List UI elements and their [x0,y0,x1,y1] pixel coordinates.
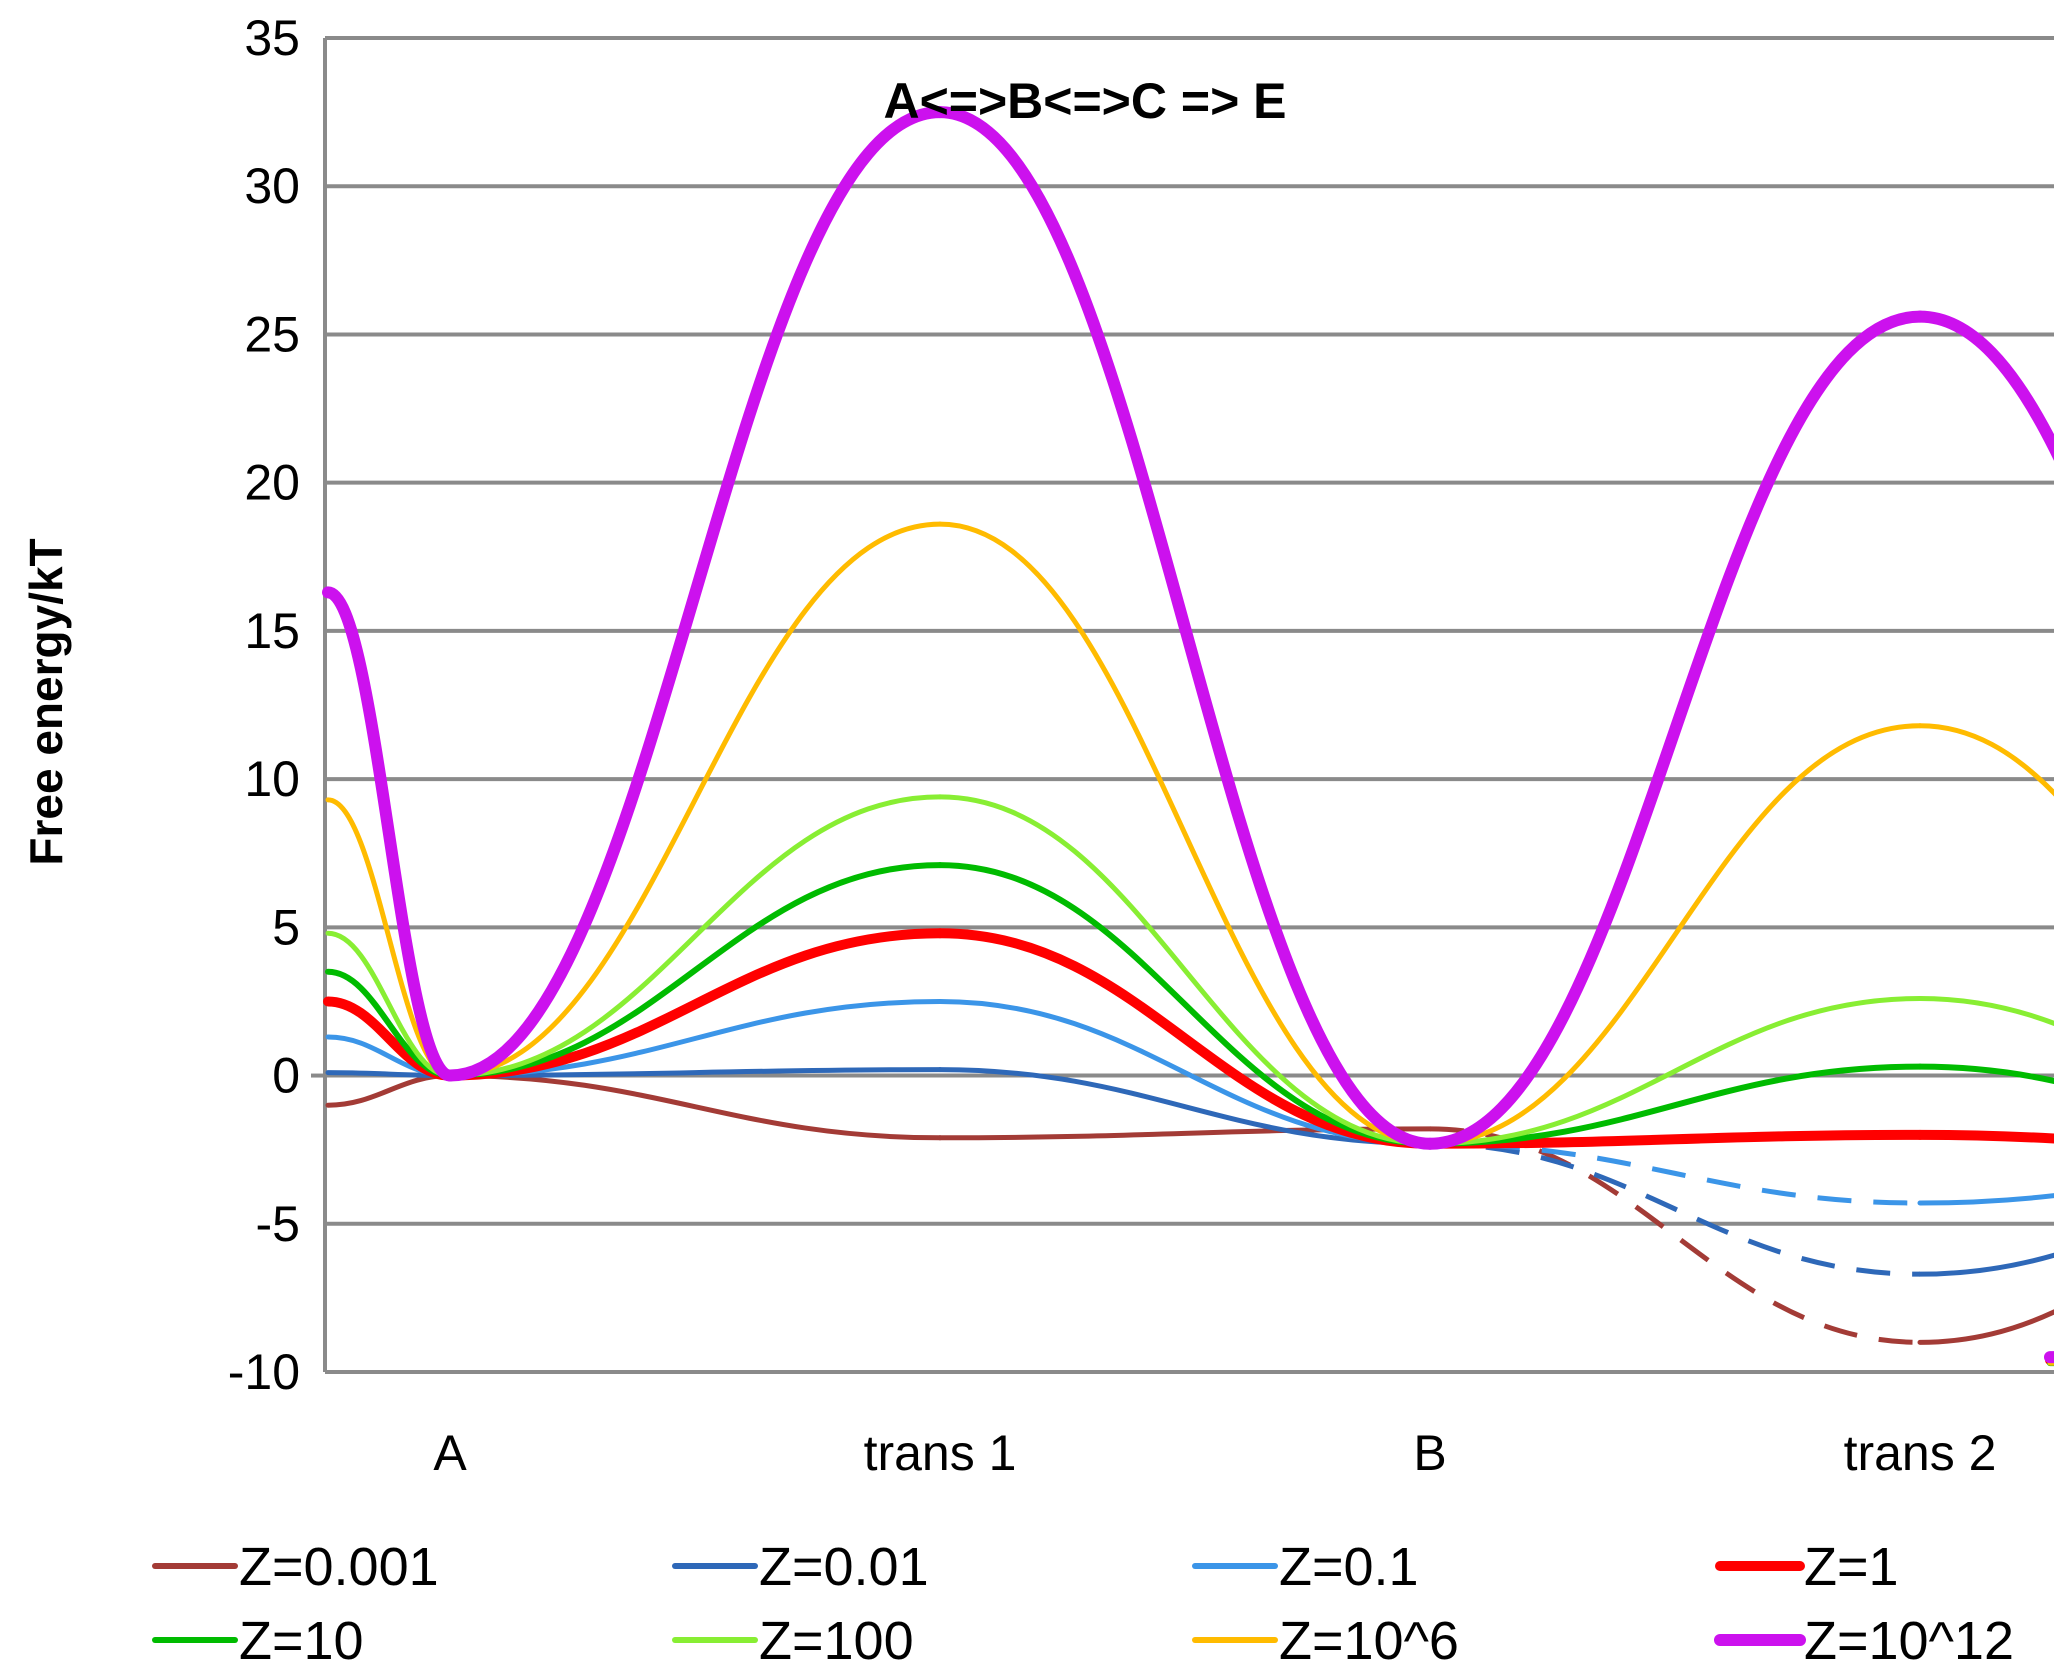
legend-label: Z=0.001 [239,1537,439,1597]
line-segment [1424,310,1926,1150]
line-segment [444,106,946,1082]
line-segment [937,1067,1433,1147]
line-segment [447,862,943,1079]
y-axis-label: Free energy/kT [20,538,72,865]
line-segment [1429,1141,1921,1277]
x-tick-label: B [1413,1425,1446,1481]
legend-item: Z=0.01 [672,1537,929,1597]
line-segment [1917,1252,2054,1277]
series-Z=1 [323,928,2054,1366]
line-segment [1427,1063,1923,1147]
gridlines [325,36,2054,1374]
line-segment [447,521,943,1079]
y-tick-label: 10 [244,751,300,807]
line-segment [1427,723,1923,1147]
line-segment [1917,995,2054,1027]
line-segment [1917,1193,2054,1206]
series-Z=0.001 [325,1073,2054,1360]
line-segment [1427,995,1923,1147]
series-Z=10^6 [325,521,2054,1366]
line-segment [934,106,1436,1150]
legend-item: Z=0.001 [152,1537,439,1597]
y-tick-label: 30 [244,158,300,214]
line-segment [1917,723,2054,797]
y-tick-label: -5 [256,1196,300,1252]
legend-label: Z=10^6 [1279,1611,1459,1671]
y-tick-label: 5 [272,899,300,955]
legend-item: Z=10^6 [1192,1611,1459,1671]
legend-label: Z=10 [239,1611,364,1671]
chart-title: A<=>B<=>C => E [883,73,1286,129]
y-tick-label: 35 [244,10,300,66]
x-tick-label: A [433,1425,467,1481]
legend-item: Z=10 [152,1611,364,1671]
legend-item: Z=1 [1715,1537,1899,1597]
line-segment [325,930,453,1079]
line-segment [937,521,1433,1147]
line-segment [1915,1129,2054,1144]
series-Z=0.01 [325,1067,2054,1363]
line-segment [937,794,1433,1147]
y-tick-label: 25 [244,306,300,362]
legend-label: Z=0.1 [1279,1537,1419,1597]
legend: Z=0.001 Z=0.01 Z=0.1 Z=1 Z=10 Z=100 Z=10^6 Z=10… [152,1537,2014,1671]
line-segment [1917,1063,2054,1084]
x-tick-label: trans 1 [864,1425,1017,1481]
legend-label: Z=10^12 [1804,1611,2014,1671]
line-segment [935,928,1435,1149]
legend-label: Z=100 [759,1611,914,1671]
y-tick-label: 20 [244,455,300,511]
x-tick-label: trans 2 [1844,1425,1997,1481]
series-lines [322,106,2054,1367]
line-segment [1917,1309,2054,1345]
line-segment [322,586,456,1082]
line-segment [1914,310,2054,462]
series-Z=100 [325,794,2054,1366]
line-segment [1429,1141,1921,1206]
legend-label: Z=0.01 [759,1537,929,1597]
line-segment [1425,1129,1925,1149]
legend-item: Z=0.1 [1192,1537,1419,1597]
y-tick-label: 0 [272,1048,300,1104]
line-segment [445,928,945,1081]
series-Z=10^12 [322,106,2054,1364]
line-segment [1429,1126,1921,1345]
legend-item: Z=10^12 [1714,1611,2014,1671]
y-tick-label: -10 [228,1344,300,1400]
line-segment [447,1073,943,1141]
series-Z=10 [325,862,2054,1367]
axes [311,38,327,1372]
legend-item: Z=100 [672,1611,914,1671]
line-segment [447,794,943,1079]
line-segment [325,1073,453,1108]
y-tick-label: 15 [244,603,300,659]
legend-label: Z=1 [1804,1537,1899,1597]
line-segment [447,1067,943,1079]
y-tick-labels: 35 30 25 20 15 10 5 0 -5 -10 [228,10,300,1400]
line-segment [937,862,1433,1147]
